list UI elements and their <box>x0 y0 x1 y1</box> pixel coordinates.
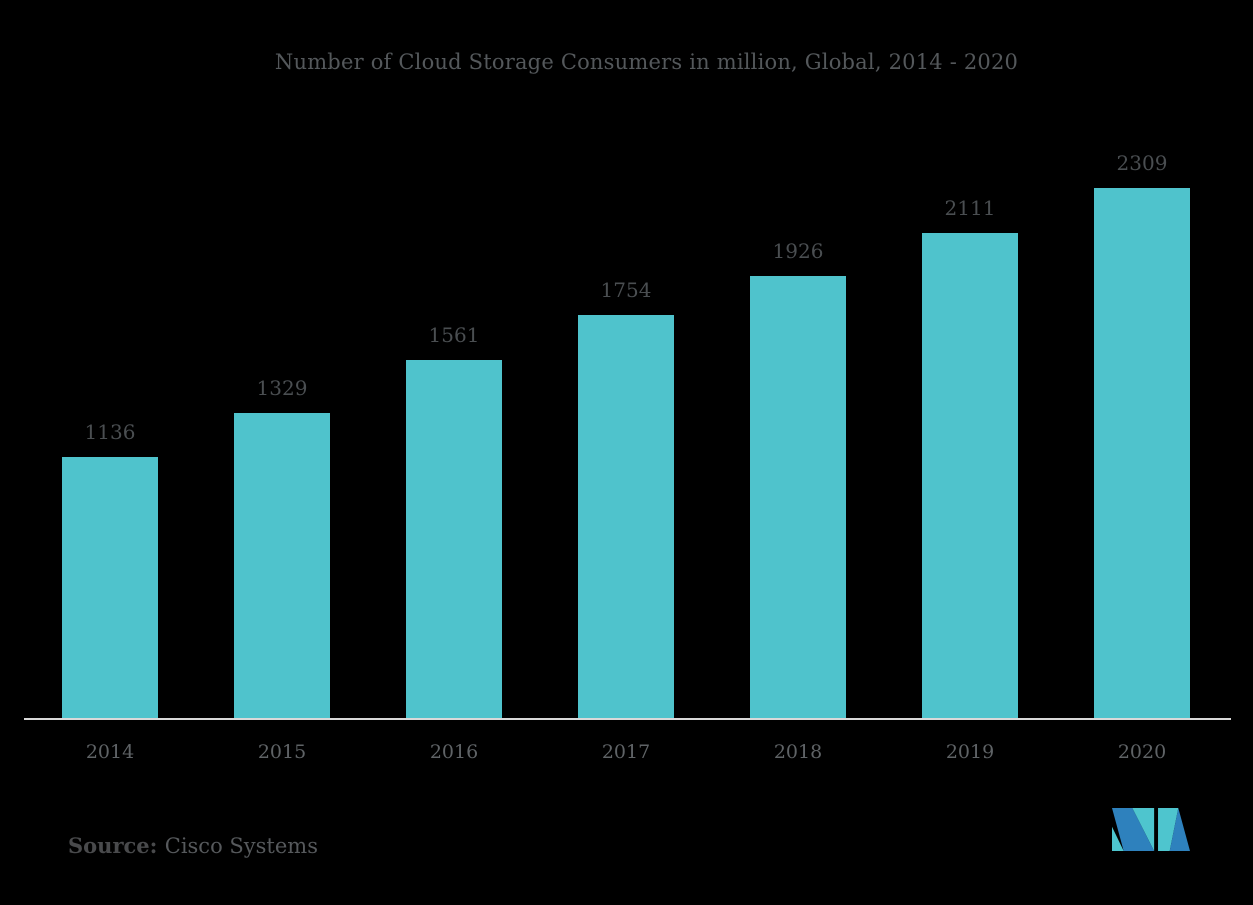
bar-2018 <box>750 276 846 718</box>
logo-right-triangle-shape <box>1169 808 1190 851</box>
logo-left-band-shape <box>1112 808 1155 851</box>
bar-2015 <box>234 413 330 718</box>
bar-slot: 1754 2017 <box>540 0 712 905</box>
x-axis-label: 2017 <box>601 741 651 763</box>
x-axis-label: 2018 <box>773 741 823 763</box>
source-value: Cisco Systems <box>164 834 318 858</box>
bar-slot: 1561 2016 <box>368 0 540 905</box>
bar-value-label: 1561 <box>428 323 480 347</box>
bar-value-label: 2111 <box>944 196 996 220</box>
x-axis-label: 2019 <box>945 741 995 763</box>
bar-2019 <box>922 233 1018 718</box>
x-axis-label: 2016 <box>429 741 479 763</box>
source-label: Source: <box>68 833 158 858</box>
bar-value-label: 1926 <box>772 239 824 263</box>
bar-slot: 2111 2019 <box>884 0 1056 905</box>
bar-2020 <box>1094 188 1190 718</box>
bar-value-label: 1136 <box>84 420 136 444</box>
bar-value-label: 1754 <box>600 278 652 302</box>
bar-value-label: 2309 <box>1116 151 1168 175</box>
chart-title: Number of Cloud Storage Consumers in mil… <box>274 50 1019 74</box>
publisher-m-logo-icon <box>1112 808 1190 851</box>
bar-slot: 2309 2020 <box>1056 0 1228 905</box>
x-axis-label: 2015 <box>257 741 307 763</box>
bar-value-label: 1329 <box>256 376 308 400</box>
bar-2016 <box>406 360 502 718</box>
bar-2017 <box>578 315 674 718</box>
x-axis-line <box>24 718 1231 720</box>
x-axis-label: 2020 <box>1117 741 1167 763</box>
bar-slot: 1926 2018 <box>712 0 884 905</box>
x-axis-label: 2014 <box>85 741 135 763</box>
bar-2014 <box>62 457 158 718</box>
logo-right-band-shape <box>1158 808 1179 851</box>
source-note: Source: Cisco Systems <box>68 833 318 858</box>
bar-slot: 1329 2015 <box>196 0 368 905</box>
bar-slot: 1136 2014 <box>24 0 196 905</box>
